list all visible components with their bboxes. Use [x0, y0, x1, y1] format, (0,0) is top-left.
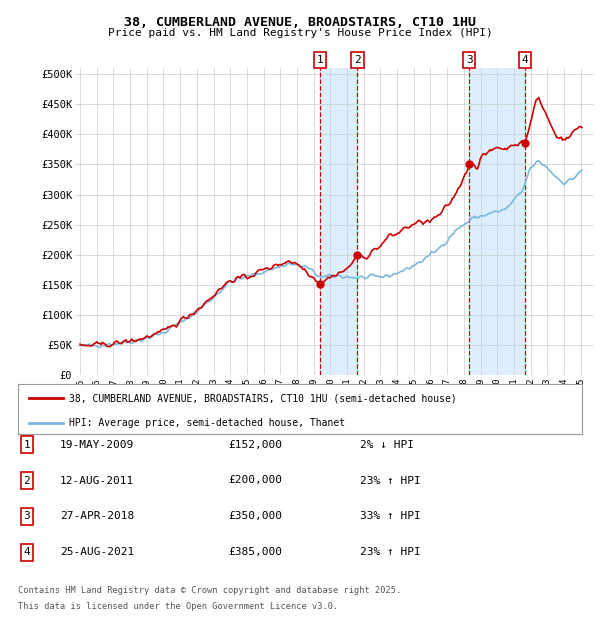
- Text: 2: 2: [354, 55, 361, 65]
- Text: 19-MAY-2009: 19-MAY-2009: [60, 440, 134, 450]
- Text: 3: 3: [466, 55, 473, 65]
- Text: 33% ↑ HPI: 33% ↑ HPI: [360, 512, 421, 521]
- Text: £200,000: £200,000: [228, 476, 282, 485]
- Text: £385,000: £385,000: [228, 547, 282, 557]
- Text: 2% ↓ HPI: 2% ↓ HPI: [360, 440, 414, 450]
- Text: Price paid vs. HM Land Registry's House Price Index (HPI): Price paid vs. HM Land Registry's House …: [107, 28, 493, 38]
- Text: HPI: Average price, semi-detached house, Thanet: HPI: Average price, semi-detached house,…: [69, 418, 345, 428]
- Text: 12-AUG-2011: 12-AUG-2011: [60, 476, 134, 485]
- Text: £152,000: £152,000: [228, 440, 282, 450]
- Text: 1: 1: [23, 440, 31, 450]
- Text: 4: 4: [521, 55, 528, 65]
- Bar: [320, 68, 358, 375]
- Text: Contains HM Land Registry data © Crown copyright and database right 2025.: Contains HM Land Registry data © Crown c…: [18, 586, 401, 595]
- Text: 3: 3: [23, 512, 31, 521]
- Text: 25-AUG-2021: 25-AUG-2021: [60, 547, 134, 557]
- Text: 2: 2: [23, 476, 31, 485]
- Text: 27-APR-2018: 27-APR-2018: [60, 512, 134, 521]
- Text: This data is licensed under the Open Government Licence v3.0.: This data is licensed under the Open Gov…: [18, 602, 338, 611]
- Text: 38, CUMBERLAND AVENUE, BROADSTAIRS, CT10 1HU: 38, CUMBERLAND AVENUE, BROADSTAIRS, CT10…: [124, 16, 476, 29]
- Text: 1: 1: [317, 55, 323, 65]
- Text: 23% ↑ HPI: 23% ↑ HPI: [360, 476, 421, 485]
- Bar: [469, 68, 525, 375]
- Text: 23% ↑ HPI: 23% ↑ HPI: [360, 547, 421, 557]
- Text: 4: 4: [23, 547, 31, 557]
- Text: £350,000: £350,000: [228, 512, 282, 521]
- Text: 38, CUMBERLAND AVENUE, BROADSTAIRS, CT10 1HU (semi-detached house): 38, CUMBERLAND AVENUE, BROADSTAIRS, CT10…: [69, 393, 457, 403]
